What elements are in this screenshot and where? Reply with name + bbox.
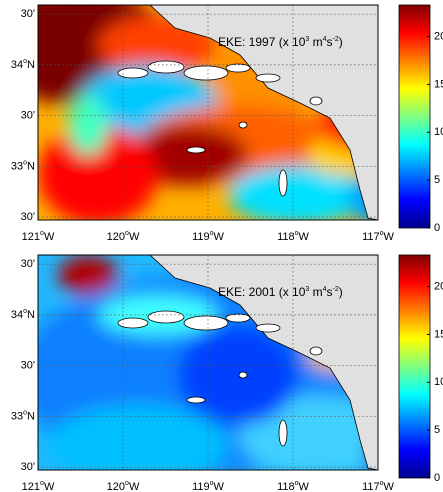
eke-field (38, 255, 378, 470)
island (278, 169, 288, 197)
panel-label: EKE: 2001 (x 103 m4s-2) (218, 285, 343, 299)
lat-tick-label: 30' (21, 211, 35, 223)
map-panel: 30' 34oN 30' 33oN 30' 121oW 120oW 119oW 118oW 117… (11, 4, 443, 243)
eke-blob (48, 405, 228, 470)
lon-tick-label: 118oW (277, 230, 309, 243)
island (117, 67, 149, 79)
lat-tick-label: 33oN (11, 159, 35, 172)
lon-tick-label: 117oW (362, 480, 394, 492)
eke-blob (128, 125, 248, 185)
colorbar-tick-label: 0 (434, 472, 440, 484)
map-panel: 30' 34oN 30' 33oN 30' 121oW 120oW 119oW 118oW 117… (11, 254, 443, 492)
colorbar-tick-label: 0 (434, 222, 440, 234)
plot-frame (37, 4, 379, 221)
eke-blob (228, 165, 368, 220)
lat-tick-label: 34oN (11, 58, 35, 71)
lon-tick-label: 118oW (277, 480, 309, 492)
eke-blob (68, 95, 108, 155)
island (147, 60, 185, 74)
colorbar (398, 254, 431, 479)
land (149, 5, 378, 220)
island (309, 346, 323, 356)
colorbar-tick-label: 20 (434, 280, 443, 292)
lat-tick-label: 30' (21, 258, 35, 270)
island (238, 121, 248, 129)
colorbar-tick-label: 15 (434, 328, 443, 340)
lon-tick-label: 121oW (22, 230, 55, 243)
island (255, 73, 281, 83)
lat-tick-label: 30' (21, 461, 35, 473)
lon-tick-label: 121oW (22, 480, 55, 492)
lat-tick-label: 30' (21, 8, 35, 20)
island (183, 65, 229, 81)
eke-blob (38, 125, 158, 220)
island (255, 323, 281, 333)
island (183, 315, 229, 331)
lon-tick-label: 120oW (107, 230, 140, 243)
panel-label: EKE: 1997 (x 103 m4s-2) (218, 35, 343, 49)
lat-tick-label: 34oN (11, 308, 35, 321)
island (238, 371, 248, 379)
lon-tick-label: 120oW (107, 480, 140, 492)
island (225, 63, 251, 73)
island (147, 310, 185, 324)
island (186, 396, 206, 404)
lon-tick-label: 119oW (192, 230, 224, 243)
lon-tick-label: 119oW (192, 480, 224, 492)
island (186, 146, 206, 154)
colorbar-tick-label: 10 (434, 126, 443, 138)
island (309, 96, 323, 106)
island (117, 317, 149, 329)
colorbar-tick-label: 10 (434, 376, 443, 388)
colorbar (398, 4, 431, 229)
island (225, 313, 251, 323)
colorbar-tick-label: 5 (434, 424, 440, 436)
eke-blob (58, 255, 118, 295)
land (149, 255, 378, 470)
lon-tick-label: 117oW (362, 230, 394, 243)
colorbar-tick-label: 5 (434, 174, 440, 186)
lat-tick-label: 33oN (11, 409, 35, 422)
plot-frame (37, 254, 379, 471)
island (278, 419, 288, 447)
eke-field (38, 5, 378, 220)
lat-tick-label: 30' (21, 109, 35, 121)
colorbar-tick-label: 15 (434, 78, 443, 90)
colorbar-tick-label: 20 (434, 30, 443, 42)
lat-tick-label: 30' (21, 359, 35, 371)
